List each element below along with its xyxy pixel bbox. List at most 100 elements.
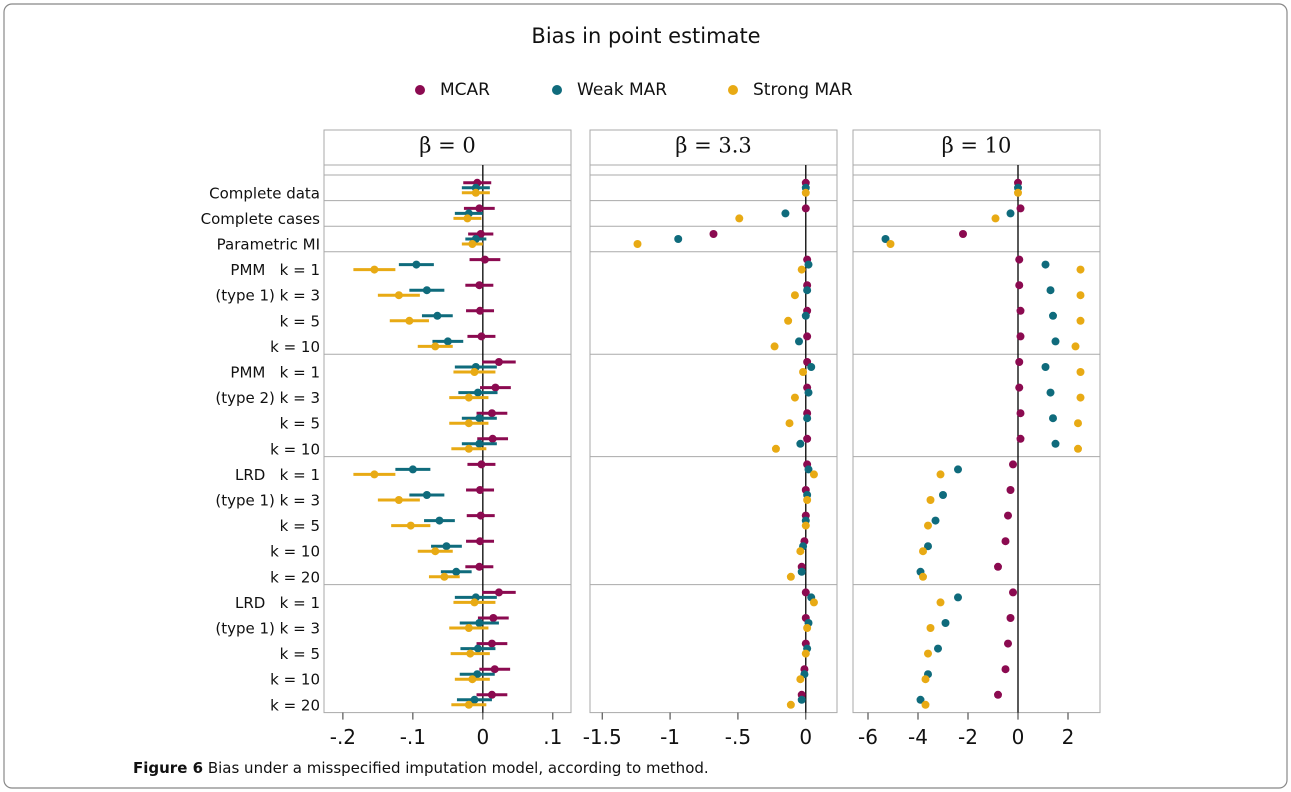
dot [771,444,780,453]
row-label: k = 5 [280,645,320,663]
dot [1006,486,1015,494]
dot [796,439,805,448]
dot [919,572,927,581]
dot [803,414,812,423]
dot [994,690,1002,699]
dot [994,562,1002,571]
dot [1014,188,1022,197]
dot [886,240,895,248]
dot [443,337,452,346]
dot [464,624,473,632]
dot [1076,265,1085,274]
dot [796,547,805,556]
dot [796,675,805,684]
x-tick-label: 0 [799,725,812,749]
row-label: (type 1) k = 3 [215,287,320,305]
dot [422,491,431,499]
dot [431,342,440,351]
x-tick-label: -1 [660,725,680,749]
row-label: k = 5 [280,415,320,433]
row-label: k = 20 [270,568,320,586]
dot [797,695,806,704]
legend-marker [728,85,738,95]
dot [926,496,935,504]
dot [801,188,810,197]
dot [1076,291,1085,300]
dot [468,675,477,684]
dot [475,414,484,423]
x-tick-label: -4 [908,725,928,749]
legend-marker [552,85,562,95]
dot [936,470,945,479]
dot [804,465,813,474]
dot [1046,286,1055,295]
dot [1076,316,1085,325]
dot [468,240,477,248]
dot [431,547,440,556]
dot [801,311,810,320]
row-label: k = 10 [270,440,320,458]
dot [1001,665,1010,674]
dot [475,619,484,627]
dot [781,209,790,218]
dot [803,496,812,504]
dot [475,204,484,213]
row-label: PMM k = 1 [230,364,320,382]
dot [1006,209,1015,218]
dot [674,235,683,243]
dot [807,363,816,371]
dot [1004,511,1012,520]
dot [1051,337,1060,346]
dot [709,230,718,238]
dot [1016,332,1025,341]
x-tick-label: -6 [858,725,878,749]
dot [442,542,451,551]
row-label: Complete cases [201,210,321,228]
x-tick-label: -.5 [725,725,751,749]
dot [784,316,793,325]
dot [475,281,484,290]
dot [1015,358,1024,366]
dot [926,624,935,632]
dot [786,700,795,709]
dot [1016,434,1025,443]
dot [477,460,486,469]
x-tick-label: .1 [543,725,562,749]
dot [452,567,461,576]
dot [801,588,810,597]
dot [921,700,930,709]
dot [412,260,421,269]
x-tick-label: -2 [958,725,978,749]
dot [797,265,806,274]
panel-frame [852,129,1101,714]
dot [786,572,795,581]
dot [394,496,403,504]
dot [936,598,945,607]
figure-border [3,3,1288,789]
dot [464,419,473,428]
row-label: (type 1) k = 3 [215,492,320,510]
row-label: Complete data [209,184,320,202]
dot [476,230,485,238]
dot [394,291,403,300]
dot [916,695,925,704]
dot [487,690,496,699]
dot [1049,414,1057,423]
dot [480,255,489,264]
dot [1051,439,1060,448]
dot [489,614,498,622]
dot [464,444,473,453]
dot [476,537,485,546]
dot [921,675,930,684]
dot [487,639,496,648]
dot [464,393,473,402]
dot [1016,409,1025,418]
dot [491,383,500,392]
dot [1074,444,1082,453]
legend-label: Strong MAR [753,80,853,100]
row-label: k = 5 [280,517,320,535]
dot [470,598,479,607]
dot [473,670,482,679]
dot [370,470,379,479]
chart-title: Bias in point estimate [531,24,760,48]
